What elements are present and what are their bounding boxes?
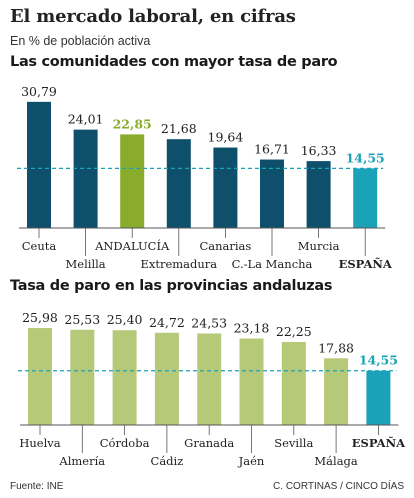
chart2-category-label-8: ESPAÑA	[352, 436, 406, 450]
chart1-bar-2	[120, 134, 145, 228]
chart2-category-label-5: Jaén	[238, 454, 265, 468]
chart2-category-label-6: Sevilla	[274, 436, 313, 450]
chart1-category-label-3: Extremadura	[140, 257, 217, 271]
chart2-value-label-6: 22,25	[276, 324, 312, 339]
chart1-value-label-0: 30,79	[21, 84, 57, 99]
chart2-bar-6	[281, 341, 306, 425]
chart1-category-label-1: Melilla	[66, 257, 106, 271]
chart2-bar-7	[324, 358, 349, 425]
chart1-bar-5	[260, 159, 284, 228]
chart2-value-label-1: 25,53	[64, 312, 100, 327]
chart2-category-label-4: Granada	[184, 436, 234, 450]
page-title: El mercado laboral, en cifras	[10, 6, 296, 27]
chart2-bar-8	[366, 370, 391, 425]
page-subtitle: En % de población activa	[10, 34, 151, 48]
chart1-value-label-7: 14,55	[346, 150, 385, 165]
chart2-category-label-3: Cádiz	[151, 454, 184, 468]
chart1-value-label-4: 19,64	[208, 130, 244, 145]
chart1-bar-4	[213, 147, 238, 228]
chart2-bar-5	[239, 338, 264, 425]
chart2-value-label-2: 25,40	[107, 312, 143, 327]
chart2-value-label-3: 24,72	[149, 315, 185, 330]
chart1-category-label-2: ANDALUCÍA	[94, 239, 170, 253]
chart1-value-label-3: 21,68	[161, 121, 197, 136]
chart1-value-label-1: 24,01	[68, 112, 104, 127]
chart2-bar-2	[112, 330, 137, 425]
chart1-category-label-4: Canarias	[199, 239, 251, 253]
chart1-title: Las comunidades con mayor tasa de paro	[10, 54, 338, 70]
chart2-value-label-4: 24,53	[191, 315, 227, 330]
chart1-value-label-5: 16,71	[254, 142, 290, 157]
chart1-bar-7	[353, 168, 378, 228]
chart2-bar-1	[70, 329, 95, 425]
chart1-value-label-2: 22,85	[113, 116, 152, 131]
chart2-category-label-2: Córdoba	[100, 436, 150, 450]
chart2-bar-3	[154, 332, 179, 425]
chart2-value-label-7: 17,88	[318, 340, 354, 355]
chart2-bar-4	[197, 333, 222, 425]
chart2-value-label-8: 14,55	[359, 353, 398, 368]
chart1-category-label-6: Murcia	[298, 239, 340, 253]
chart2-title: Tasa de paro en las provincias andaluzas	[10, 278, 333, 294]
chart2-category-label-7: Málaga	[314, 454, 358, 468]
chart2-value-label-5: 23,18	[234, 321, 270, 336]
chart1-value-label-6: 16,33	[301, 143, 337, 158]
chart1-bar-6	[306, 161, 331, 228]
chart1-category-label-5: C.-La Mancha	[232, 257, 313, 271]
credit-note: C. CORTINAS / CINCO DÍAS	[273, 481, 404, 492]
chart2-bar-0	[28, 328, 52, 425]
chart2-category-label-1: Almería	[58, 454, 105, 468]
chart2-category-label-0: Huelva	[19, 436, 60, 450]
chart1-bar-0	[27, 101, 51, 228]
chart1-bar-1	[73, 129, 98, 228]
source-note: Fuente: INE	[10, 481, 64, 492]
chart1-category-label-0: Ceuta	[22, 239, 57, 253]
chart2-value-label-0: 25,98	[22, 310, 58, 325]
chart1-bar-3	[166, 139, 191, 228]
chart1-category-label-7: ESPAÑA	[339, 257, 393, 271]
